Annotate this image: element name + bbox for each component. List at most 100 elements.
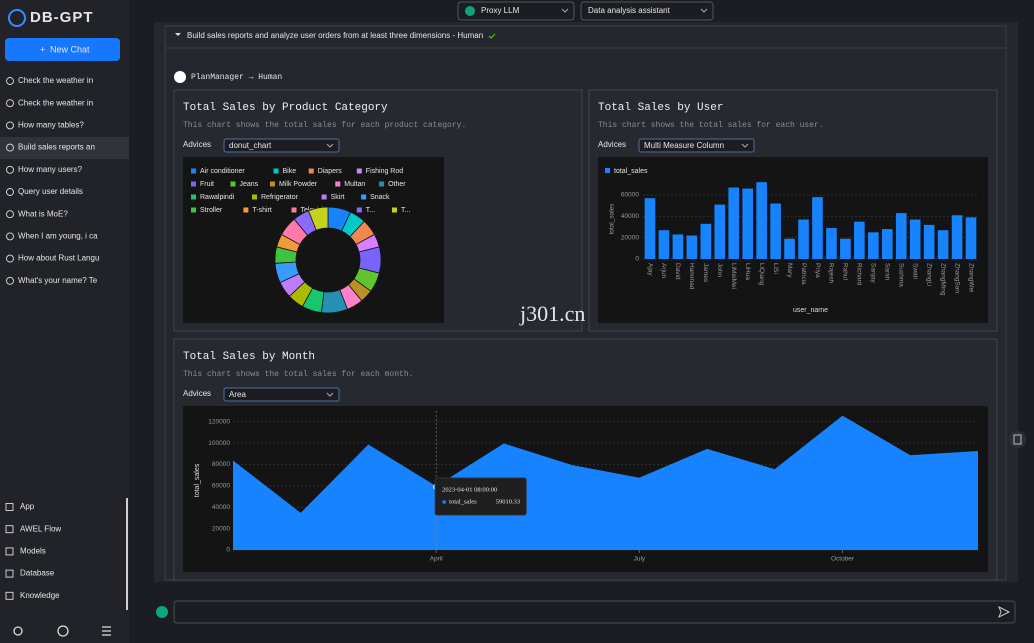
chat-item[interactable]: What is MoE?	[18, 209, 68, 218]
x-tick-label: ZhangWei	[967, 263, 974, 293]
sidebar	[0, 0, 129, 643]
x-tick-label: David	[674, 263, 681, 280]
chat-icon	[6, 254, 14, 263]
bar	[923, 224, 935, 259]
y-tick-label: 60000	[212, 483, 230, 490]
advice-select[interactable]	[223, 138, 340, 153]
bar	[909, 219, 921, 259]
tooltip-title: 2023-04-01 08:00:00	[442, 486, 497, 493]
chat-item[interactable]: How about Rust Langu	[18, 254, 99, 263]
logo: DB-GPT	[30, 9, 94, 26]
app-select[interactable]	[580, 1, 714, 21]
chat-icon	[6, 188, 14, 196]
donut-slice	[307, 206, 329, 231]
legend-label: Milk Powder	[279, 181, 318, 188]
x-tick-label: LiMeiMei	[730, 263, 737, 289]
bar	[700, 223, 712, 259]
x-tick-label: Mary	[786, 263, 793, 278]
x-tick-label: Ajay	[646, 263, 653, 276]
question: Build sales reports and analyze user ord…	[187, 31, 483, 40]
legend-swatch	[230, 181, 236, 187]
legend-label: T...	[401, 207, 410, 214]
chat-item[interactable]: Query user details	[18, 187, 83, 196]
x-tick-label: John	[716, 263, 723, 277]
y-tick-label: 40000	[212, 504, 230, 511]
nav-icon	[5, 525, 14, 534]
chart-description: This chart shows the total sales for eac…	[598, 121, 824, 130]
x-tick-label: LiHua	[744, 263, 751, 280]
chart-title: Total Sales by Product Category	[183, 102, 388, 114]
nav-item[interactable]: App	[20, 502, 35, 511]
bar	[714, 204, 726, 259]
nav-item[interactable]: Knowledge	[20, 591, 60, 600]
legend-swatch	[191, 168, 196, 174]
legend-label: total_sales	[614, 168, 648, 175]
legend-swatch	[191, 207, 196, 213]
chart-description: This chart shows the total sales for eac…	[183, 370, 413, 379]
collapse-icon[interactable]	[102, 626, 111, 636]
model-select[interactable]	[457, 1, 575, 21]
legend-label: Diapers	[318, 168, 343, 175]
y-axis-label: total_sales	[194, 463, 201, 497]
nav-item[interactable]: Models	[20, 547, 46, 556]
tooltip	[434, 477, 527, 516]
legend-label: Other	[388, 181, 406, 188]
legend-label: Fruit	[200, 181, 214, 188]
active-chat-bg	[0, 137, 129, 159]
bar	[881, 229, 893, 259]
y-tick-label: 0	[635, 256, 639, 263]
chat-item[interactable]: Check the weather in	[18, 76, 93, 85]
chat-item[interactable]: How many tables?	[18, 121, 84, 130]
y-tick-label: 0	[226, 547, 230, 554]
chat-icon	[6, 232, 14, 241]
chat-item[interactable]: How many users?	[18, 165, 83, 174]
x-tick-label: Richard	[856, 263, 863, 286]
bar	[728, 187, 740, 259]
x-tick-label: James	[702, 263, 709, 283]
legend-label: Air conditioner	[200, 168, 245, 175]
legend-label: T-shirt	[252, 207, 272, 214]
theme-icon[interactable]	[13, 626, 23, 636]
nav-icon	[5, 569, 14, 578]
legend-swatch	[392, 207, 397, 213]
x-tick-label: Priya	[814, 263, 821, 278]
x-tick-label: October	[831, 556, 855, 563]
send-button[interactable]	[998, 605, 1011, 619]
nav-item[interactable]: AWEL Flow	[20, 524, 61, 533]
language-icon[interactable]	[57, 625, 69, 637]
legend-swatch	[252, 194, 257, 200]
bar	[756, 182, 767, 259]
chart-description: This chart shows the total sales for eac…	[183, 121, 466, 130]
app-label: Data analysis assistant	[588, 6, 671, 15]
avatar	[174, 71, 186, 83]
tooltip-value: 59010.33	[496, 498, 520, 505]
chat-item[interactable]: When I am young, i ca	[18, 232, 98, 241]
chat-item[interactable]: Build sales reports an	[18, 143, 95, 152]
legend-swatch	[270, 181, 275, 187]
chat-item[interactable]: Check the weather in	[18, 98, 93, 107]
nav-item[interactable]: Database	[20, 569, 55, 578]
legend-label: Fishing Rod	[366, 168, 403, 175]
y-tick-label: 80000	[212, 461, 230, 468]
nav-icon	[5, 547, 14, 556]
new-chat-label: New Chat	[50, 44, 90, 54]
watermark: j301.cn	[519, 301, 585, 326]
bar	[895, 213, 907, 259]
chat-input[interactable]	[173, 600, 1016, 624]
legend-swatch	[356, 168, 362, 174]
bar	[965, 217, 977, 259]
legend-swatch	[273, 168, 279, 174]
legend-swatch	[243, 207, 249, 213]
new-chat-button[interactable]	[5, 38, 120, 61]
legend-swatch	[191, 194, 196, 200]
area-line	[232, 415, 979, 515]
side-button[interactable]	[1009, 431, 1026, 448]
advice-select[interactable]	[223, 387, 340, 402]
y-tick-label: 40000	[621, 213, 639, 220]
caret[interactable]	[175, 33, 181, 36]
chat-icon	[6, 165, 14, 174]
advice-select[interactable]	[638, 138, 755, 153]
chat-item[interactable]: What's your name? Te	[18, 276, 98, 285]
legend-swatch	[335, 181, 341, 187]
